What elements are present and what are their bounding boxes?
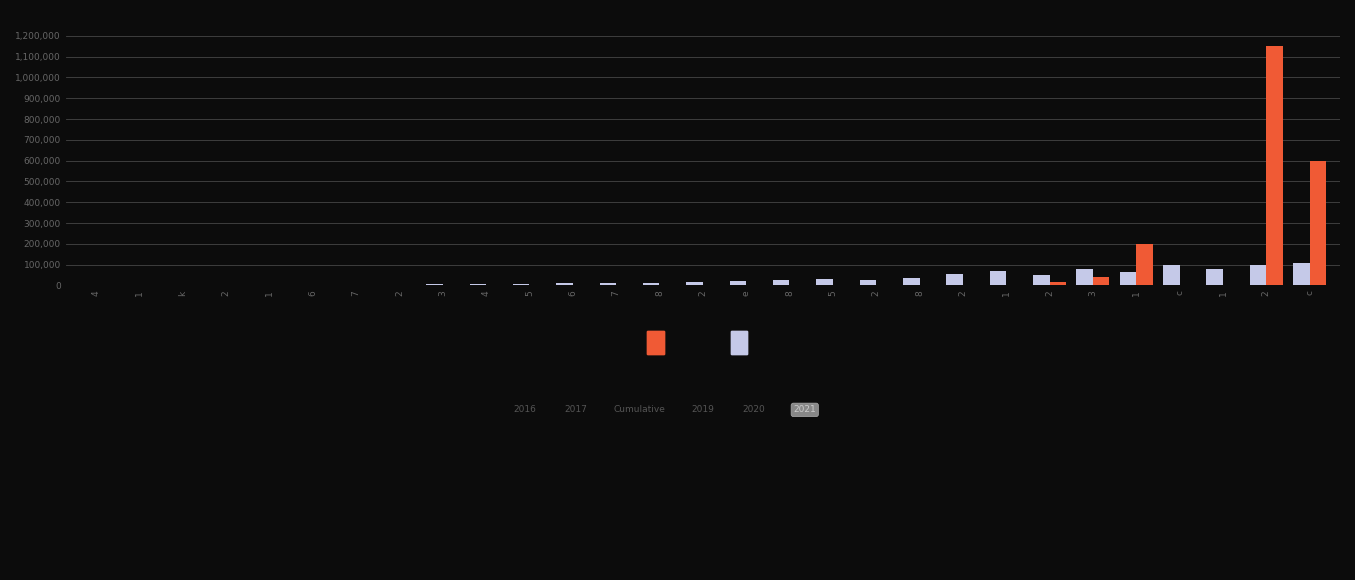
Text: 2020: 2020 <box>743 405 766 414</box>
Bar <box>514 284 530 285</box>
Bar <box>1267 46 1283 285</box>
Bar <box>1050 282 1066 285</box>
Bar <box>772 280 790 285</box>
Bar <box>989 271 1007 285</box>
Bar <box>600 282 617 285</box>
Text: 2021: 2021 <box>794 405 816 414</box>
Bar <box>730 281 747 285</box>
Bar <box>816 279 833 285</box>
Legend: , : , <box>642 325 764 360</box>
Bar <box>1293 263 1310 285</box>
Text: Cumulative: Cumulative <box>614 405 665 414</box>
Bar <box>1163 264 1180 285</box>
Bar <box>427 284 443 285</box>
Bar <box>1249 264 1267 285</box>
Bar <box>687 282 703 285</box>
Bar <box>1206 269 1224 285</box>
Bar <box>859 280 877 285</box>
Text: 2017: 2017 <box>564 405 587 414</box>
Bar <box>1119 272 1137 285</box>
Bar <box>946 274 963 285</box>
Bar <box>644 283 660 285</box>
Text: 2016: 2016 <box>514 405 535 414</box>
Bar <box>1033 275 1050 285</box>
Bar <box>1093 277 1110 285</box>
Bar <box>1076 269 1093 285</box>
Bar <box>1137 244 1153 285</box>
Bar <box>470 284 486 285</box>
Bar <box>902 278 920 285</box>
Bar <box>1310 161 1327 285</box>
Bar <box>557 283 573 285</box>
Text: 2019: 2019 <box>691 405 714 414</box>
